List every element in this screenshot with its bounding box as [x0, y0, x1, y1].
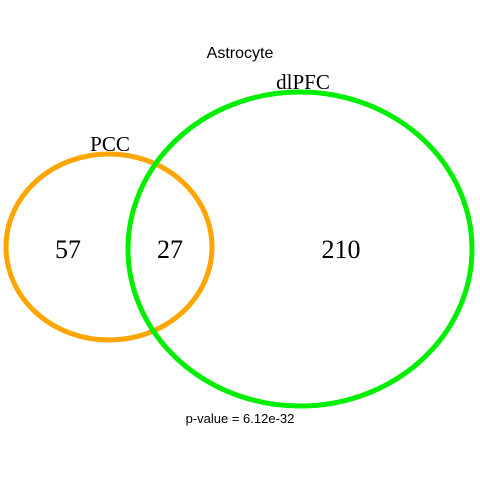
overlap-count: 27	[157, 235, 183, 264]
pcc-circle	[3, 151, 215, 343]
dlpfc-circle	[125, 89, 475, 409]
p-value-text: p-value = 6.12e-32	[186, 411, 295, 426]
pcc-only-count: 57	[55, 235, 81, 264]
dlpfc-label: dlPFC	[276, 70, 330, 94]
diagram-title: Astrocyte	[207, 45, 274, 62]
dlpfc-only-count: 210	[322, 235, 361, 264]
pcc-label: PCC	[90, 132, 130, 156]
